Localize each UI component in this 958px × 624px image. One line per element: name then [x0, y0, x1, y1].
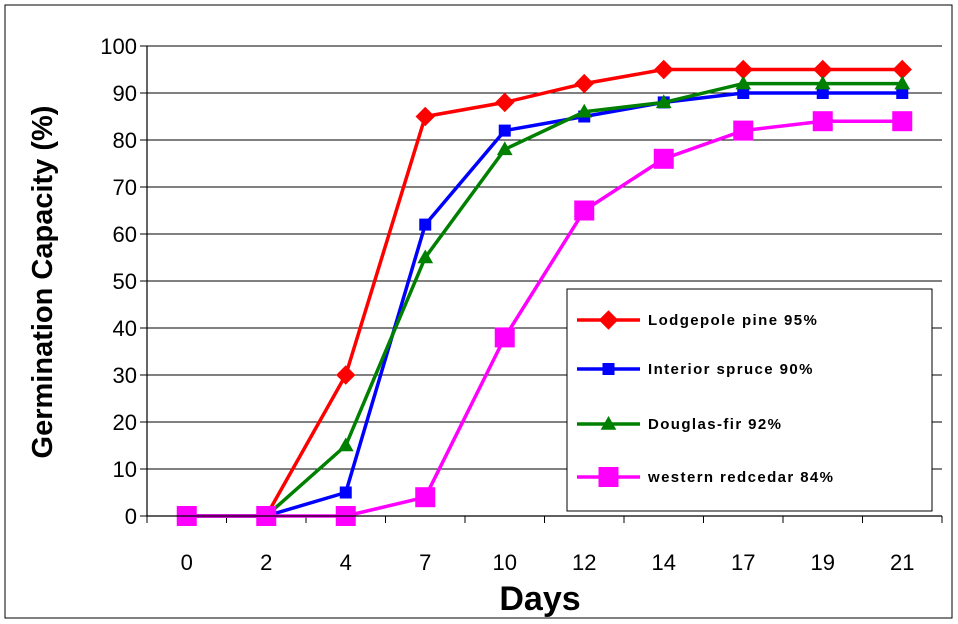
y-tick-label: 90: [113, 81, 137, 106]
data-point-square: [602, 363, 615, 375]
data-point-square: [339, 486, 352, 499]
y-tick-label: 10: [113, 457, 137, 482]
data-point-triangle: [814, 75, 831, 90]
data-point-diamond: [598, 310, 619, 330]
x-tick-label: 12: [572, 550, 596, 575]
y-tick-label: 20: [113, 410, 137, 435]
data-point-big-square: [574, 200, 595, 221]
data-point-triangle: [600, 415, 617, 430]
data-point-diamond: [415, 106, 435, 127]
y-tick-label: 50: [113, 269, 137, 294]
y-tick-label: 30: [113, 363, 137, 388]
legend-entry: Lodgepole pine 95%: [577, 310, 818, 330]
data-point-big-square: [733, 120, 754, 141]
series-line: [186, 81, 903, 518]
y-tick-label: 0: [125, 504, 137, 529]
data-point-big-square: [415, 487, 436, 508]
legend-label: Douglas-fir 92%: [648, 416, 782, 433]
y-tick-label: 80: [113, 128, 137, 153]
data-point-triangle: [576, 103, 593, 118]
data-point-diamond: [495, 92, 515, 113]
data-point-triangle: [417, 249, 434, 264]
legend-entry: Interior spruce 90%: [577, 361, 814, 378]
data-point-big-square: [812, 111, 833, 132]
legend-entry: western redcedar 84%: [577, 467, 834, 487]
data-point-diamond: [574, 73, 594, 94]
data-point-square: [419, 218, 432, 231]
series-line: [186, 67, 903, 518]
data-point-diamond: [336, 365, 356, 385]
x-tick-label: 14: [652, 550, 676, 575]
y-tick-label: 40: [113, 316, 137, 341]
data-point-triangle: [337, 437, 354, 452]
data-point-triangle: [735, 75, 752, 90]
x-tick-label: 10: [493, 550, 517, 575]
data-point-big-square: [892, 111, 913, 132]
data-point-triangle: [496, 141, 513, 156]
x-axis-ticks: 0 2 4 7 10 12 14 17 19 21: [146, 516, 943, 575]
x-tick-label: 4: [340, 550, 352, 575]
y-tick-label: 60: [113, 222, 137, 247]
series-line: [186, 91, 903, 518]
data-point-triangle: [894, 75, 911, 90]
legend-label: western redcedar 84%: [647, 469, 834, 486]
data-point-big-square: [653, 148, 674, 169]
x-tick-label: 17: [731, 550, 755, 575]
legend-label: Interior spruce 90%: [648, 361, 814, 378]
x-tick-label: 19: [811, 550, 835, 575]
data-point-triangle: [655, 94, 672, 109]
x-axis-title: Days: [499, 580, 580, 618]
legend-box: [566, 288, 933, 512]
data-point-square: [498, 124, 511, 137]
data-point-diamond: [654, 59, 674, 80]
legend-entry: Douglas-fir 92%: [577, 415, 782, 433]
x-tick-label: 2: [260, 550, 272, 575]
legend: Lodgepole pine 95% Interior spruce 90% Dou…: [566, 288, 933, 512]
legend-label: Lodgepole pine 95%: [648, 312, 818, 329]
x-tick-label: 21: [890, 550, 914, 575]
x-tick-label: 0: [181, 550, 193, 575]
y-axis-ticks: 0 10 20 30 40 50 60 70 80 90 100: [100, 34, 147, 529]
y-axis-title: Germination Capacity (%): [27, 106, 59, 459]
x-tick-label: 7: [419, 550, 431, 575]
data-point-big-square: [598, 467, 619, 487]
y-tick-label: 70: [113, 175, 137, 200]
y-tick-label: 100: [100, 34, 137, 59]
data-point-big-square: [494, 327, 515, 348]
